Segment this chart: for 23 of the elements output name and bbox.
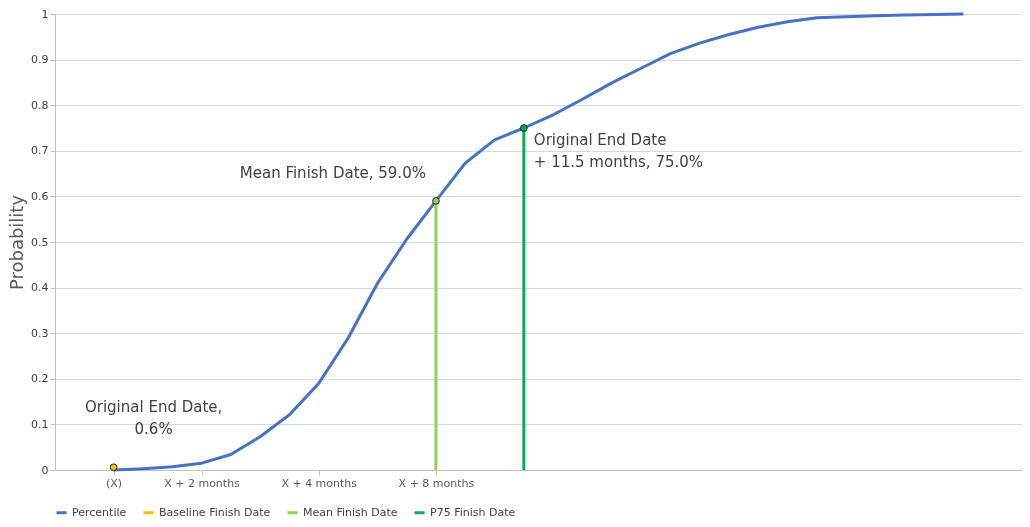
x-tick-label: (X) xyxy=(106,476,123,490)
annotation: Original End Date + 11.5 months, 75.0% xyxy=(533,131,704,171)
y-tick-label: 0.5 xyxy=(31,235,49,249)
y-tick-label: 0.8 xyxy=(31,98,49,112)
y-axis-title: Probability xyxy=(6,194,28,291)
y-tick-label: 0.3 xyxy=(31,326,49,340)
y-tick-label: 1 xyxy=(41,7,49,21)
legend-label: Percentile xyxy=(72,505,127,519)
annotation: Original End Date, 0.6% xyxy=(84,398,223,439)
y-tick-label: 0.7 xyxy=(31,144,49,158)
y-tick-label: 0.9 xyxy=(31,53,49,67)
y-tick-label: 0.4 xyxy=(31,281,49,295)
y-tick-label: 0.6 xyxy=(31,189,49,203)
y-tick-label: 0 xyxy=(41,463,49,477)
y-tick-label: 0.2 xyxy=(31,372,49,386)
x-tick-label: X + 2 months xyxy=(164,476,241,490)
x-tick-label: X + 8 months xyxy=(398,476,475,490)
x-tick-label: X + 4 months xyxy=(281,476,358,490)
legend-label: P75 Finish Date xyxy=(430,505,516,519)
y-tick-label: 0.1 xyxy=(31,417,49,431)
legend-label: Mean Finish Date xyxy=(303,505,398,519)
legend-label: Baseline Finish Date xyxy=(159,505,271,519)
annotation: Mean Finish Date, 59.0% xyxy=(239,163,426,182)
